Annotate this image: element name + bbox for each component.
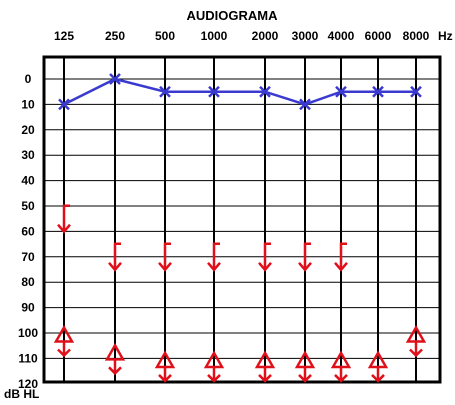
y-tick-label: 100 [18, 326, 38, 340]
x-marker [299, 98, 311, 111]
x-tick-label: 500 [155, 29, 175, 43]
triangle-marker [104, 342, 126, 376]
x-marker-stroke [410, 85, 422, 98]
arrow-head [258, 374, 272, 383]
y-tick-label: 30 [21, 148, 35, 162]
y-tick-label: 40 [21, 174, 35, 188]
x-tick-label: 250 [105, 29, 125, 43]
arrow-head [298, 374, 312, 383]
x-marker-stroke [259, 85, 271, 98]
x-marker [208, 85, 220, 98]
bracket-marker [334, 242, 348, 272]
y-tick-label: 0 [25, 72, 32, 86]
y-unit-label: dB HL [4, 387, 39, 401]
arrow-head [108, 366, 122, 376]
y-tick-label: 110 [18, 351, 38, 365]
bracket-stroke [263, 242, 271, 270]
arrow-head [158, 261, 172, 272]
triangle-marker [154, 350, 176, 383]
x-marker-stroke [335, 85, 347, 98]
y-tick-label: 120 [18, 377, 38, 391]
x-marker-stroke [299, 98, 311, 111]
x-marker-stroke [208, 85, 220, 98]
bracket-marker [108, 242, 122, 272]
x-marker [109, 73, 121, 85]
x-tick-label: 4000 [328, 29, 355, 43]
x-tick-label: 3000 [292, 29, 319, 43]
bracket-marker [158, 242, 172, 272]
triangle-marker [330, 350, 352, 383]
x-tick-label: 8000 [403, 29, 430, 43]
x-marker [259, 85, 271, 98]
triangle-marker [405, 325, 427, 358]
plot-area [42, 55, 442, 384]
y-tick-label: 20 [21, 123, 35, 137]
x-tick-label: 2000 [252, 29, 279, 43]
x-tick-label: 6000 [365, 29, 392, 43]
x-marker-stroke [159, 85, 171, 98]
x-marker [372, 85, 384, 98]
x-marker [410, 85, 422, 98]
x-marker [58, 98, 70, 111]
arrow-head [57, 223, 71, 234]
y-tick-label: 60 [21, 224, 35, 238]
arrow-head [158, 374, 172, 383]
chart-title: AUDIOGRAMA [187, 8, 279, 23]
arrow-head [409, 348, 423, 358]
bracket-stroke [62, 204, 70, 232]
x-marker-stroke [109, 73, 121, 85]
y-tick-label: 70 [21, 250, 35, 264]
bracket-stroke [212, 242, 220, 270]
x-marker-stroke [58, 98, 70, 111]
arrow-head [298, 261, 312, 272]
y-tick-label: 80 [21, 275, 35, 289]
x-marker [159, 85, 171, 98]
x-unit-label: Hz [438, 29, 453, 43]
x-marker-stroke [372, 85, 384, 98]
x-tick-label: 1000 [201, 29, 228, 43]
bracket-marker [57, 204, 71, 234]
bracket-stroke [303, 242, 311, 270]
arrow-head [334, 261, 348, 272]
arrow-head [334, 374, 348, 383]
triangle-marker [254, 350, 276, 383]
triangle-marker [53, 325, 75, 358]
y-tick-label: 50 [21, 199, 35, 213]
bracket-stroke [113, 242, 121, 270]
arrow-head [207, 261, 221, 272]
arrow-head [207, 374, 221, 383]
triangle-marker [203, 350, 225, 383]
arrow-head [57, 348, 71, 358]
x-marker [335, 85, 347, 98]
bracket-marker [298, 242, 312, 272]
arrow-head [108, 261, 122, 272]
arrow-head [258, 261, 272, 272]
bracket-marker [258, 242, 272, 272]
y-tick-label: 10 [21, 97, 35, 111]
y-tick-label: 90 [21, 301, 35, 315]
arrow-head [371, 374, 385, 383]
triangle-marker [294, 350, 316, 383]
bracket-stroke [163, 242, 171, 270]
x-tick-label: 125 [54, 29, 74, 43]
bracket-marker [207, 242, 221, 272]
triangle-marker [367, 350, 389, 383]
bracket-stroke [339, 242, 347, 270]
